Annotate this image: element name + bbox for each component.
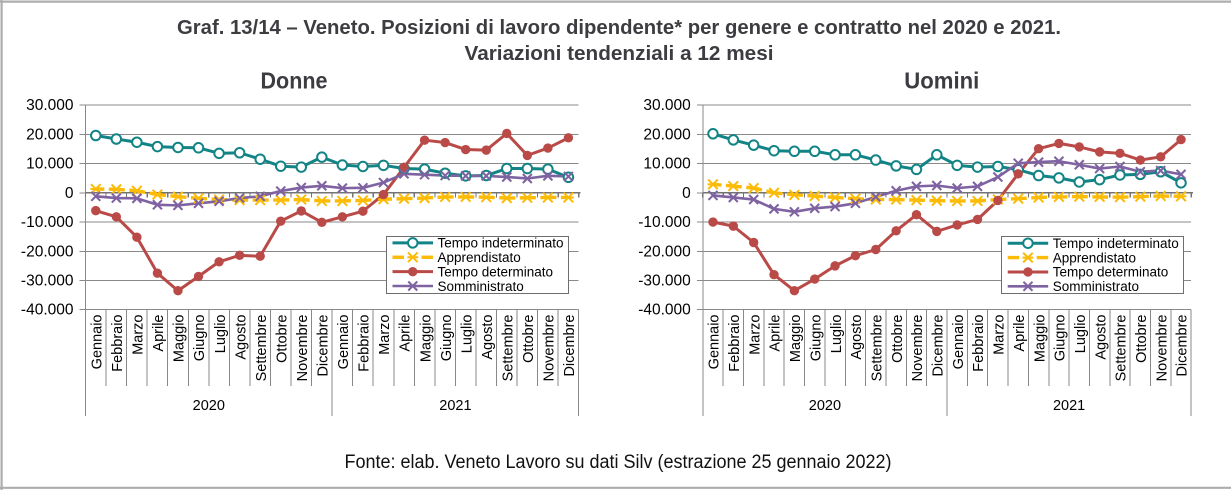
svg-text:Apprendistato: Apprendistato — [438, 250, 521, 265]
svg-text:Variazioni tendenziali a 12 me: Variazioni tendenziali a 12 mesi — [465, 42, 774, 65]
svg-text:-20.000: -20.000 — [638, 243, 691, 260]
svg-text:Somministrato: Somministrato — [1053, 279, 1139, 294]
svg-text:Marzo: Marzo — [377, 315, 393, 355]
svg-text:Donne: Donne — [261, 68, 328, 94]
svg-text:Luglio: Luglio — [459, 315, 475, 354]
svg-text:10.000: 10.000 — [26, 156, 74, 173]
svg-text:2021: 2021 — [439, 398, 471, 414]
svg-text:Agosto: Agosto — [1093, 315, 1109, 360]
svg-text:0: 0 — [682, 185, 691, 202]
svg-text:Settembre: Settembre — [254, 315, 270, 382]
svg-text:Ottobre: Ottobre — [521, 315, 537, 363]
svg-text:30.000: 30.000 — [26, 97, 74, 114]
svg-text:Agosto: Agosto — [849, 315, 865, 360]
svg-text:Maggio: Maggio — [788, 315, 804, 363]
svg-text:20.000: 20.000 — [26, 126, 74, 143]
svg-text:Luglio: Luglio — [1073, 315, 1089, 354]
svg-text:Agosto: Agosto — [480, 315, 496, 360]
svg-text:Gennaio: Gennaio — [336, 315, 352, 370]
svg-text:Maggio: Maggio — [172, 315, 188, 363]
svg-text:Graf. 13/14 – Veneto. Posizion: Graf. 13/14 – Veneto. Posizioni di lavor… — [177, 16, 1061, 39]
svg-text:Giugno: Giugno — [808, 315, 824, 362]
svg-text:Dicembre: Dicembre — [1175, 315, 1191, 377]
svg-text:Tempo determinato: Tempo determinato — [438, 264, 554, 279]
svg-text:Tempo determinato: Tempo determinato — [1053, 265, 1169, 280]
svg-text:Febbraio: Febbraio — [727, 315, 743, 372]
svg-text:Giugno: Giugno — [1053, 315, 1069, 362]
svg-text:Gennaio: Gennaio — [951, 315, 967, 370]
svg-text:30.000: 30.000 — [643, 97, 691, 114]
svg-text:Marzo: Marzo — [992, 315, 1008, 355]
svg-text:Aprile: Aprile — [768, 315, 784, 352]
svg-text:Novembre: Novembre — [910, 315, 926, 382]
svg-text:Luglio: Luglio — [213, 315, 229, 354]
svg-text:Uomini: Uomini — [904, 68, 979, 94]
svg-text:-40.000: -40.000 — [638, 302, 691, 319]
svg-text:Ottobre: Ottobre — [890, 315, 906, 363]
svg-text:Marzo: Marzo — [131, 315, 147, 355]
svg-text:Apprendistato: Apprendistato — [1053, 250, 1136, 265]
svg-text:Settembre: Settembre — [869, 315, 885, 382]
svg-text:Ottobre: Ottobre — [274, 315, 290, 363]
svg-text:Aprile: Aprile — [151, 315, 167, 352]
svg-text:Febbraio: Febbraio — [971, 315, 987, 372]
svg-text:20.000: 20.000 — [643, 126, 691, 143]
svg-text:Giugno: Giugno — [192, 315, 208, 362]
svg-text:Dicembre: Dicembre — [931, 315, 947, 377]
svg-text:-10.000: -10.000 — [21, 214, 74, 231]
svg-text:Ottobre: Ottobre — [1134, 315, 1150, 363]
svg-text:10.000: 10.000 — [643, 156, 691, 173]
svg-text:Gennaio: Gennaio — [707, 315, 723, 370]
svg-text:Novembre: Novembre — [542, 315, 558, 382]
svg-text:Maggio: Maggio — [1032, 315, 1048, 363]
svg-text:Dicembre: Dicembre — [316, 315, 332, 377]
svg-text:-40.000: -40.000 — [21, 302, 74, 319]
svg-text:Settembre: Settembre — [500, 315, 516, 382]
svg-text:-30.000: -30.000 — [21, 272, 74, 289]
svg-text:Dicembre: Dicembre — [562, 315, 578, 377]
svg-text:Luglio: Luglio — [829, 315, 845, 354]
svg-text:Gennaio: Gennaio — [89, 315, 105, 370]
svg-text:Novembre: Novembre — [295, 315, 311, 382]
svg-text:Agosto: Agosto — [233, 315, 249, 360]
svg-text:Tempo indeterminato: Tempo indeterminato — [438, 236, 564, 251]
svg-text:0: 0 — [65, 185, 74, 202]
svg-text:Settembre: Settembre — [1114, 315, 1130, 382]
svg-text:Giugno: Giugno — [439, 315, 455, 362]
svg-text:Somministrato: Somministrato — [438, 279, 524, 294]
svg-text:Fonte: elab. Veneto Lavoro su: Fonte: elab. Veneto Lavoro su dati Silv … — [345, 452, 892, 473]
svg-text:Aprile: Aprile — [1012, 315, 1028, 352]
svg-text:Maggio: Maggio — [418, 315, 434, 363]
svg-text:2020: 2020 — [809, 398, 841, 414]
svg-text:-30.000: -30.000 — [638, 272, 691, 289]
svg-text:2020: 2020 — [193, 398, 225, 414]
svg-text:Marzo: Marzo — [747, 315, 763, 355]
svg-text:Tempo indeterminato: Tempo indeterminato — [1053, 236, 1179, 251]
svg-text:Febbraio: Febbraio — [357, 315, 373, 372]
svg-text:2021: 2021 — [1053, 398, 1085, 414]
svg-text:Aprile: Aprile — [398, 315, 414, 352]
svg-text:-10.000: -10.000 — [638, 214, 691, 231]
svg-text:Febbraio: Febbraio — [110, 315, 126, 372]
svg-text:-20.000: -20.000 — [21, 243, 74, 260]
svg-text:Novembre: Novembre — [1154, 315, 1170, 382]
